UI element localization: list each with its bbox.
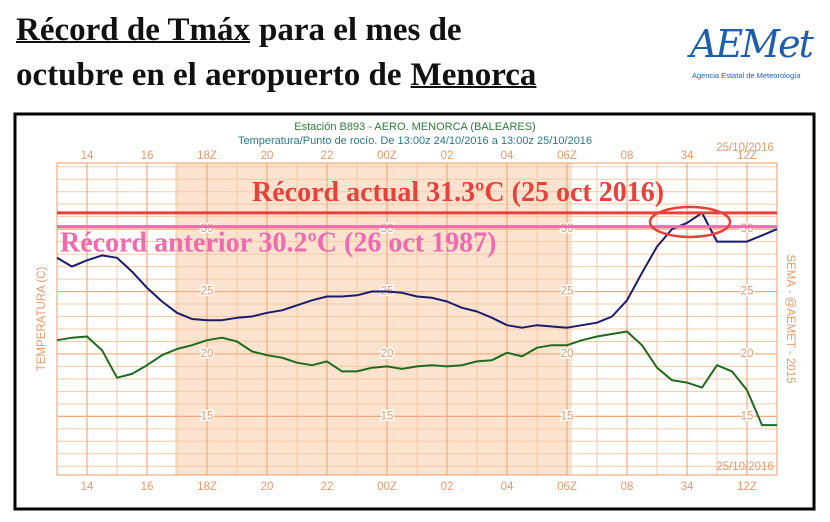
title-line: octubre en el aeropuerto de Menorca [16, 57, 536, 94]
x-tick-label: 00Z [377, 150, 397, 162]
logo: AEMet [690, 22, 814, 66]
y-tick-label: 25 [741, 286, 754, 298]
x-tick-label: 06Z [557, 150, 577, 162]
x-tick-label: 04 [501, 481, 514, 493]
x-tick-label: 12Z [737, 150, 757, 162]
x-tick-label: 20 [261, 481, 274, 493]
x-tick-label: 04 [501, 150, 514, 162]
peak-highlight [648, 205, 732, 239]
date-label: 25/10/2016 [716, 461, 774, 473]
y-tick-label: 25 [561, 286, 574, 298]
y-tick-label: 25 [201, 286, 214, 298]
x-tick-label: 16 [141, 481, 154, 493]
y-tick-label: 20 [561, 348, 574, 360]
record-label: Récord actual 31.3ºC (25 oct 2016) [252, 177, 664, 208]
record-label: Récord anterior 30.2ºC (26 oct 1987) [60, 228, 496, 259]
title-part: para el mes de [259, 12, 462, 48]
y-tick-label: 20 [741, 348, 754, 360]
plot-border [56, 162, 778, 476]
x-tick-label: 18Z [197, 481, 217, 493]
y-tick-label: 15 [201, 410, 214, 422]
x-tick-label: 22 [321, 150, 334, 162]
x-tick-label: 12Z [737, 481, 757, 493]
x-tick-label: 08 [621, 481, 634, 493]
night-shade [175, 163, 572, 475]
y-tick-label: 15 [381, 410, 394, 422]
series-line [56, 211, 778, 329]
y-tick-label: 20 [381, 348, 394, 360]
x-tick-label: 02 [441, 150, 454, 162]
chart-subtitle: Temperatura/Punto de rocío. De 13:00z 24… [238, 135, 592, 147]
y-tick-label: 15 [561, 410, 574, 422]
x-tick-label: 20 [261, 150, 274, 162]
x-tick-label: 06Z [557, 481, 577, 493]
y-tick-label: 30 [561, 223, 574, 235]
chart-title: Estación B893 - AERO. MENORCA (BALEARES) [294, 121, 535, 133]
y-tick-label: 30 [741, 223, 754, 235]
x-tick-label: 14 [81, 481, 94, 493]
x-tick-label: 08 [621, 150, 634, 162]
title-part: Récord de Tmáx [16, 12, 251, 48]
credit: SEMA - @AEMET - 2015 [784, 254, 796, 383]
x-tick-label: 16 [141, 150, 154, 162]
y-axis-label: TEMPERATURA (C) [36, 267, 48, 372]
series-line [56, 330, 777, 427]
title-part: Menorca [410, 57, 537, 93]
title-part: octubre en el aeropuerto de [16, 57, 402, 93]
title-line: Récord de Tmáx para el mes de [16, 12, 462, 49]
y-tick-label: 20 [201, 348, 214, 360]
date-label: 25/10/2016 [716, 142, 774, 154]
x-tick-label: 18Z [197, 150, 217, 162]
x-tick-label: 02 [441, 481, 454, 493]
logo-tagline: Agencia Estatal de Meteorología [692, 71, 801, 80]
x-tick-label: 22 [321, 481, 334, 493]
y-tick-label: 15 [741, 410, 754, 422]
x-tick-label: 00Z [377, 481, 397, 493]
x-tick-label: 34 [681, 150, 694, 162]
x-tick-label: 34 [681, 481, 694, 493]
x-tick-label: 14 [81, 150, 94, 162]
